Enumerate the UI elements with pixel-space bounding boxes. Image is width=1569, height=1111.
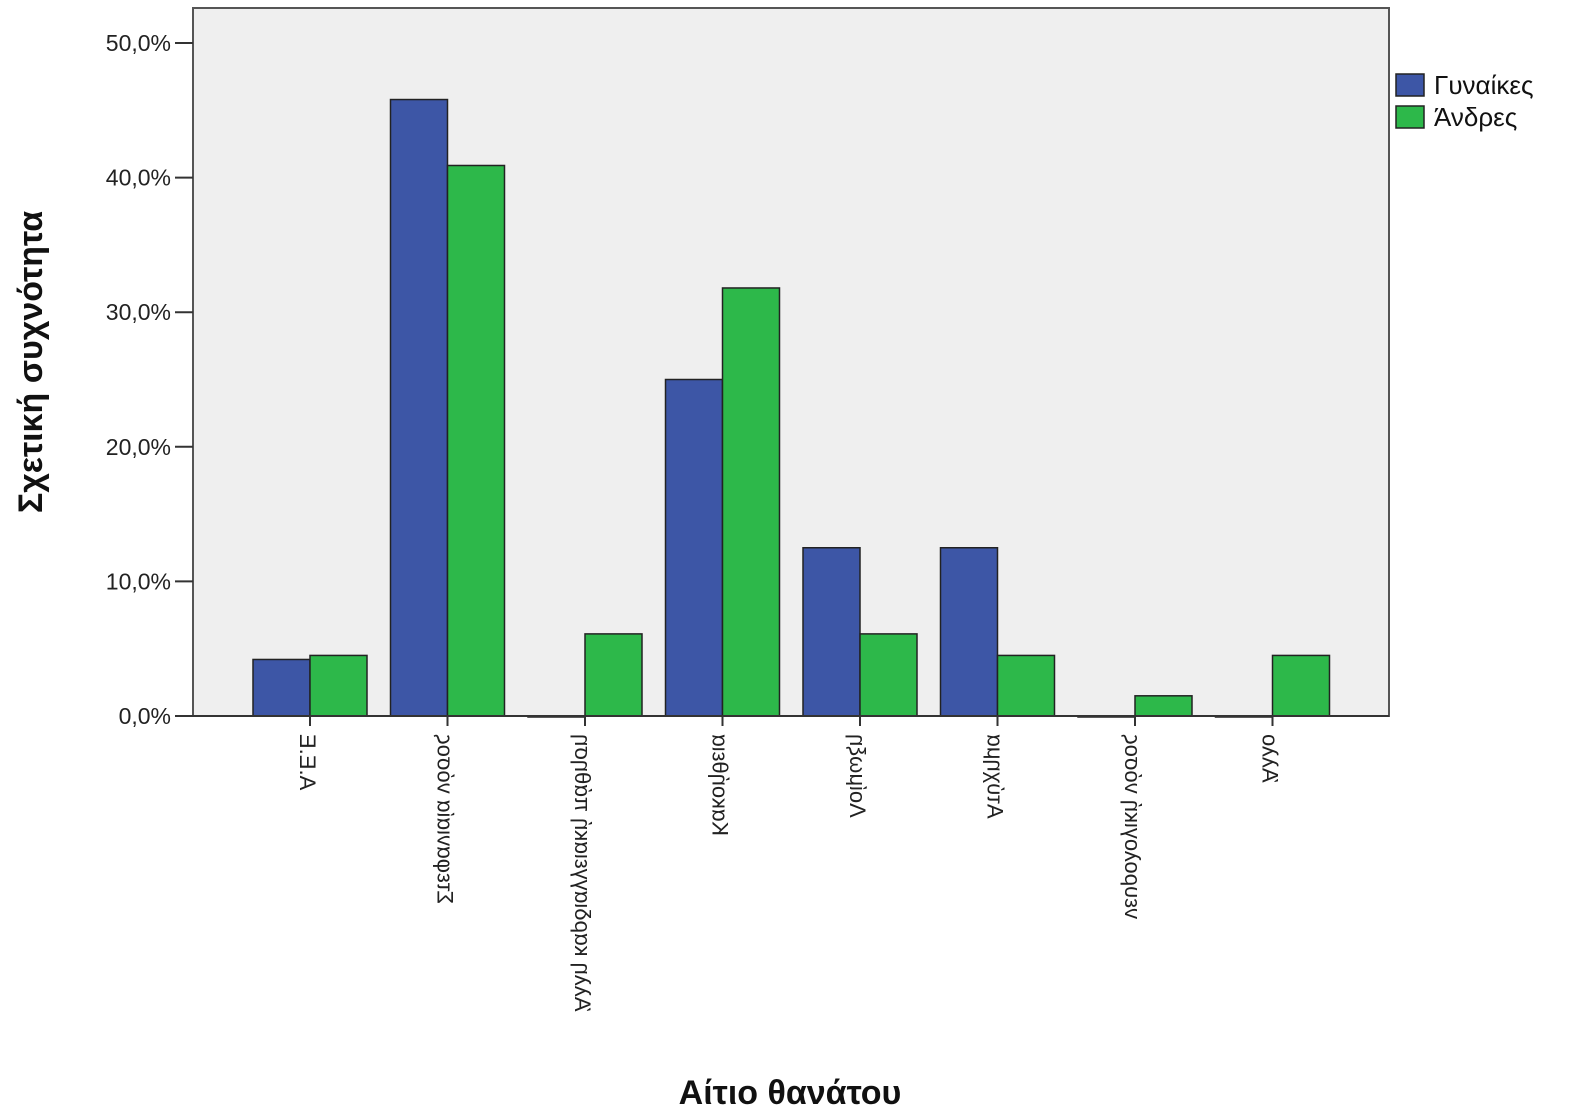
plot-area <box>192 7 1390 717</box>
x-tick-label: Άλλη καρδιαγγειακή πάθηση <box>570 734 595 1011</box>
bar-women <box>252 658 311 717</box>
bar-men <box>1271 654 1331 717</box>
legend-swatch <box>1395 73 1425 97</box>
axes-layer: 0,0% 10,0% 20,0% 30,0% 40,0% 50,0% Α.Ε.Ε Στεφαν… <box>106 30 1389 1011</box>
legend-swatch <box>1395 105 1425 129</box>
x-tick-label: Στεφανιαία νόσος <box>433 734 458 904</box>
bar-women <box>389 98 449 717</box>
bar-men <box>721 287 781 717</box>
x-tick-label: Α.Ε.Ε <box>295 734 320 790</box>
bar-men <box>996 654 1056 717</box>
legend-label: Άνδρες <box>1434 102 1517 132</box>
x-tick-label: νευρολογική νόσος <box>1120 734 1145 919</box>
y-tick-label: 20,0% <box>106 434 171 460</box>
x-tick-label: Κακοήθεια <box>708 734 733 836</box>
legend-label: Γυναίκες <box>1434 70 1533 100</box>
bar-women <box>802 547 861 717</box>
y-tick-label: 40,0% <box>106 165 171 191</box>
bar-women <box>939 547 999 717</box>
bar-men <box>446 164 506 717</box>
y-tick-label: 50,0% <box>106 30 171 56</box>
bar-men <box>584 633 643 717</box>
bar-men <box>309 654 368 717</box>
x-tick-label: Άλλο <box>1258 734 1283 783</box>
y-tick-label: 30,0% <box>106 299 171 325</box>
bars-layer <box>252 98 1331 718</box>
x-tick-label: Λοίμωξη <box>845 734 870 818</box>
y-tick-label: 10,0% <box>106 568 171 594</box>
bar-men <box>859 633 918 717</box>
bar-men <box>1134 695 1193 717</box>
x-axis-title: Αίτιο θανάτου <box>679 1074 902 1111</box>
bar-women <box>664 378 724 717</box>
y-axis-title: Σχετική συχνότητα <box>12 211 50 513</box>
x-tick-label: Ατύχημα <box>983 734 1008 819</box>
y-tick-label: 0,0% <box>119 703 171 729</box>
